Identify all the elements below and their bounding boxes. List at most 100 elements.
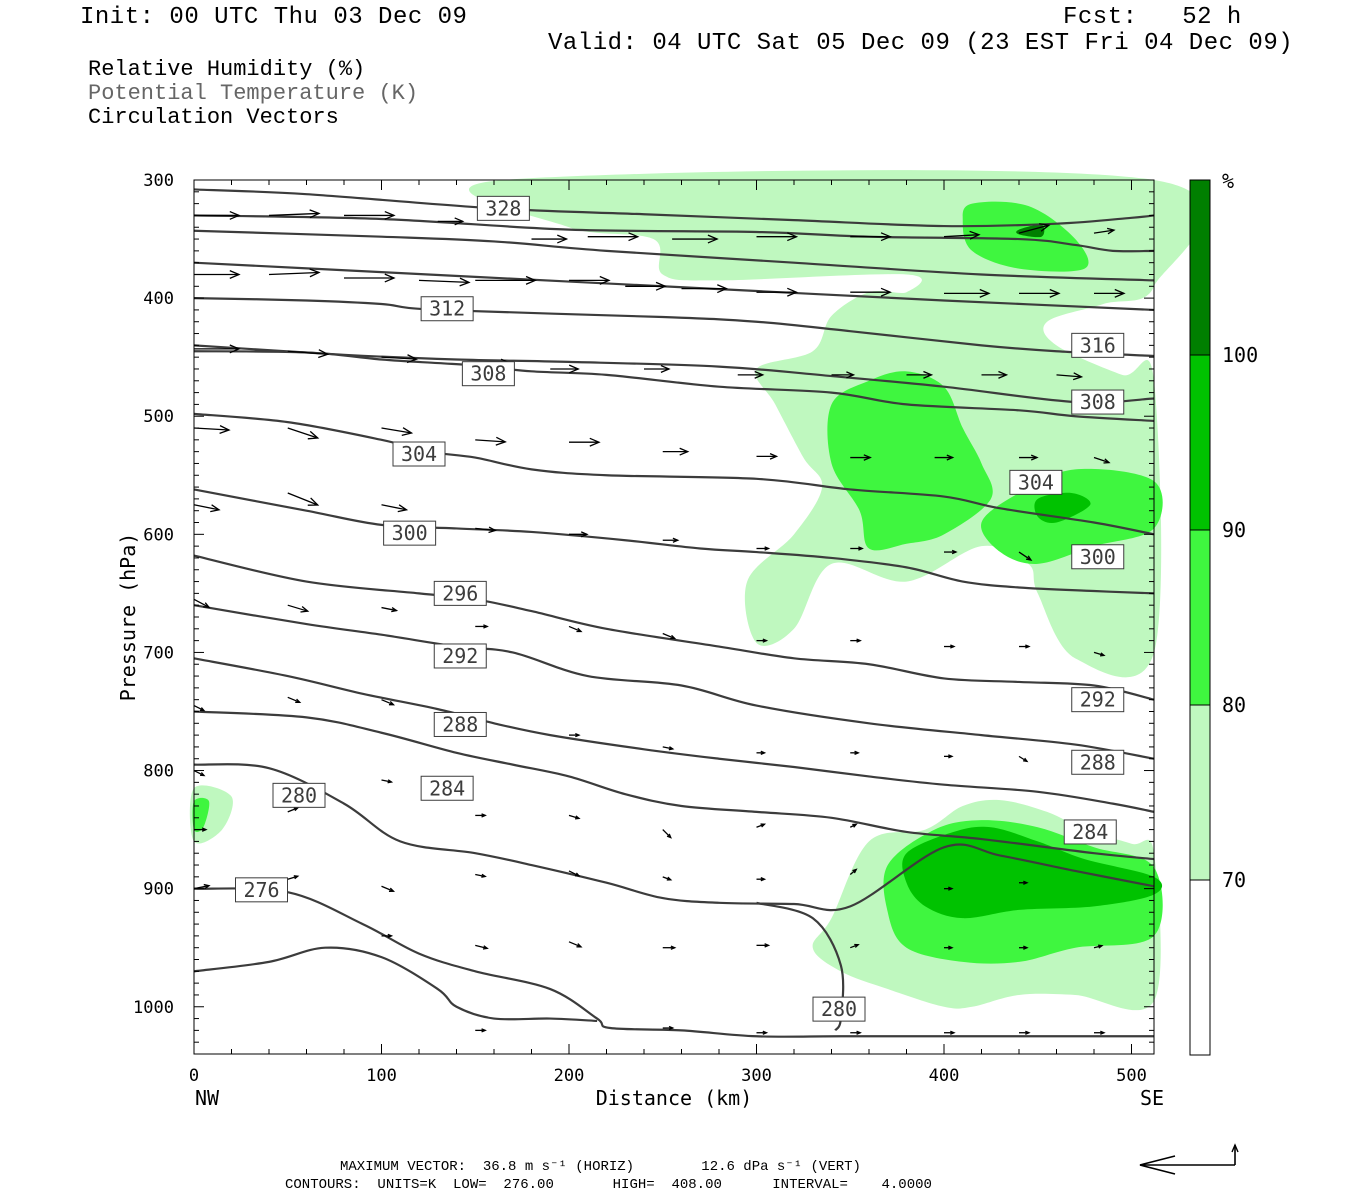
circulation-vector-79 <box>287 807 300 813</box>
rh-area-80-4 <box>827 371 993 551</box>
circulation-vector-31 <box>737 370 765 379</box>
isentrope-288-11 <box>193 657 1155 813</box>
circulation-vector-99 <box>568 941 583 948</box>
circulation-vector-16 <box>475 275 537 285</box>
circulation-vector-107 <box>662 1025 675 1031</box>
circulation-vector-38 <box>381 427 414 436</box>
circulation-vector-88 <box>381 885 396 892</box>
circulation-vector-108 <box>756 1030 769 1035</box>
circulation-vector-106 <box>475 1028 487 1033</box>
x-end-label-se: SE <box>1140 1086 1164 1110</box>
circulation-vector-11 <box>1093 227 1116 235</box>
contour-label-box-304-7-0 <box>392 441 446 467</box>
circulation-vector-47 <box>193 504 221 513</box>
circulation-vector-76 <box>944 754 954 759</box>
max-vector-info: MAXIMUM VECTOR: 36.8 m s⁻¹ (HORIZ) 12.6 … <box>340 1159 861 1175</box>
contour-label-284-12-0: 284 <box>429 776 465 800</box>
contour-label-304-7-1: 304 <box>1018 470 1054 494</box>
circulation-vector-22 <box>944 288 991 298</box>
contour-label-308-6-0: 308 <box>470 362 506 386</box>
circulation-vector-39 <box>475 436 507 446</box>
circulation-vector-30 <box>644 364 671 373</box>
legend-theta: Potential Temperature (K) <box>88 81 419 106</box>
isentrope-308-6 <box>193 350 1155 423</box>
circulation-vector-49 <box>381 504 409 513</box>
circulation-vector-68 <box>193 704 206 712</box>
x-tick-label-500: 500 <box>1116 1066 1147 1086</box>
circulation-vector-29 <box>550 364 580 374</box>
colorbar-label-100: 100 <box>1222 343 1258 367</box>
contour-label-328-0-0: 328 <box>485 196 521 220</box>
circulation-vector-74 <box>756 750 767 755</box>
circulation-vector-60 <box>475 624 489 629</box>
circulation-vector-36 <box>193 425 231 435</box>
reference-vector-icon <box>1139 1143 1239 1175</box>
circulation-vector-75 <box>850 750 860 755</box>
contour-label-box-300-8-0 <box>383 520 437 546</box>
contour-label-box-288-11-0 <box>433 711 487 737</box>
x-tick-label-0: 0 <box>189 1066 199 1086</box>
circulation-vector-14 <box>344 273 396 283</box>
circulation-vector-32 <box>831 371 856 379</box>
isentrope-318-3 <box>193 261 1155 312</box>
y-tick-label-400: 400 <box>143 289 174 309</box>
colorbar-segment-4 <box>1189 879 1211 1056</box>
isentrope-300-8 <box>193 488 1155 595</box>
circulation-vector-112 <box>1094 1030 1106 1035</box>
colorbar-segment-2 <box>1189 529 1211 706</box>
valid-time: Valid: 04 UTC Sat 05 Dec 09 (23 EST Fri … <box>548 30 1294 57</box>
circulation-vector-17 <box>569 275 611 285</box>
contour-label-layer: 328 312 316 308 308 304 304 300 300 296 292 292 288 2… <box>235 195 1125 1022</box>
circulation-vector-43 <box>850 454 872 461</box>
circulation-vector-8 <box>850 232 892 242</box>
circulation-vector-102 <box>850 943 860 949</box>
contour-label-box-312-4-0 <box>420 296 474 322</box>
circulation-vector-56 <box>1018 551 1033 561</box>
isentrope-304-7 <box>193 412 1155 536</box>
contour-label-280-16-0: 280 <box>821 997 857 1021</box>
contour-label-box-280-13-0 <box>272 782 326 808</box>
contour-label-304-7-0: 304 <box>401 442 437 466</box>
circulation-vector-83 <box>662 829 672 839</box>
contour-label-box-316-5-0 <box>1071 332 1125 358</box>
circulation-vector-65 <box>944 644 956 649</box>
contour-label-284-12-1: 284 <box>1072 820 1108 844</box>
circulation-vector-53 <box>756 546 771 551</box>
circulation-vector-24 <box>1094 288 1126 298</box>
colorbar-segment-3 <box>1189 704 1211 881</box>
isentrope-280-15 <box>193 946 598 1023</box>
rh-area-80-3 <box>962 201 1089 272</box>
contour-label-box-328-0-0 <box>476 195 530 221</box>
circulation-vector-57 <box>193 598 211 609</box>
contour-label-316-5-0: 316 <box>1080 333 1116 357</box>
contour-label-308-6-1: 308 <box>1080 390 1116 414</box>
contour-label-300-8-0: 300 <box>392 521 428 545</box>
circulation-vector-78 <box>193 769 206 777</box>
circulation-vector-100 <box>662 945 677 950</box>
y-tick-label-300: 300 <box>143 171 174 191</box>
isentrope-328-0 <box>193 188 1155 228</box>
vector-layer <box>193 209 1126 1035</box>
colorbar-segment-0 <box>1189 179 1211 356</box>
legend-vectors: Circulation Vectors <box>88 105 339 130</box>
contour-label-box-284-12-0 <box>420 775 474 801</box>
circulation-vector-97 <box>381 933 394 939</box>
circulation-vector-94 <box>944 886 954 891</box>
circulation-vector-41 <box>662 447 690 456</box>
circulation-vector-20 <box>756 287 799 297</box>
contour-label-288-11-1: 288 <box>1080 750 1116 774</box>
circulation-vector-89 <box>475 873 487 878</box>
circulation-vector-69 <box>287 696 302 703</box>
circulation-vector-105 <box>1093 944 1104 949</box>
circulation-vector-87 <box>287 875 300 880</box>
contour-info: CONTOURS: UNITS=K LOW= 276.00 HIGH= 408.… <box>285 1177 932 1193</box>
isentrope-280-13 <box>193 763 1155 912</box>
circulation-vector-95 <box>1019 880 1029 885</box>
circulation-vector-82 <box>568 814 581 820</box>
circulation-vector-85 <box>849 823 858 828</box>
circulation-vector-63 <box>756 638 769 643</box>
colorbar-unit: % <box>1222 169 1234 193</box>
contour-label-box-300-8-1 <box>1071 544 1125 570</box>
isentrope-320-2 <box>193 229 1155 282</box>
